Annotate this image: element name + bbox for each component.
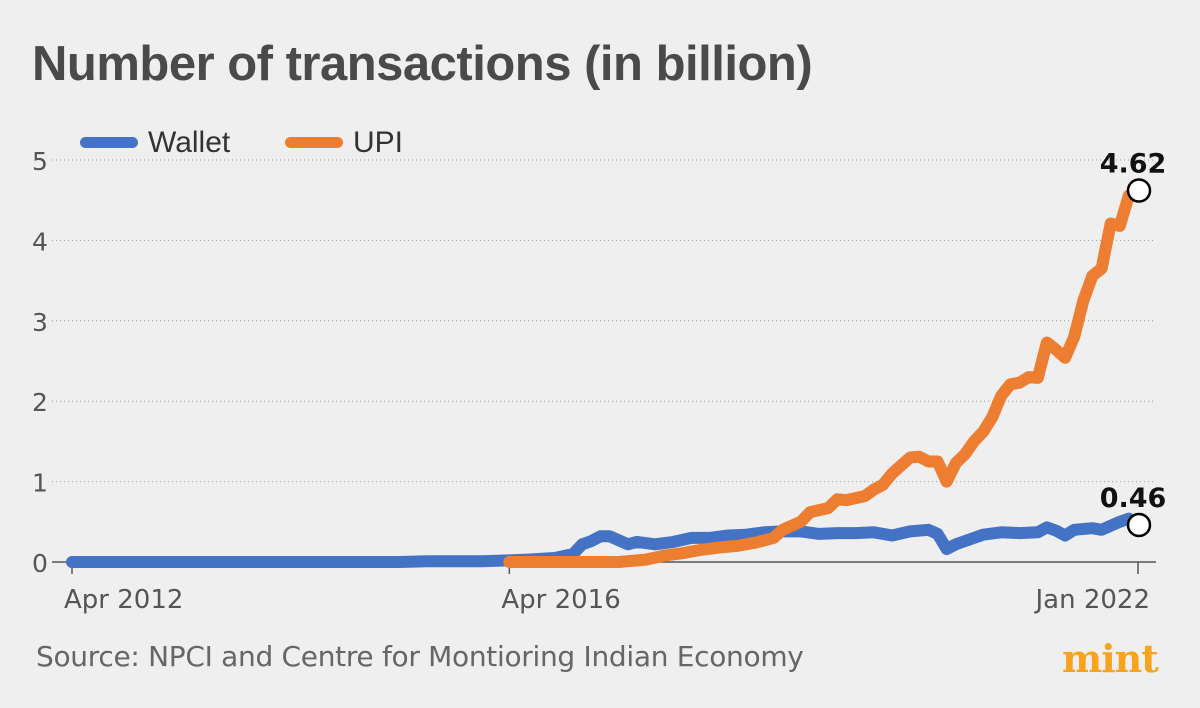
mint-logo: mint — [1062, 636, 1159, 681]
endpoint-marker — [1126, 512, 1152, 538]
y-tick-label: 3 — [32, 308, 48, 337]
data-label: 4.62 — [1100, 149, 1167, 180]
data-label: 0.46 — [1100, 483, 1167, 514]
x-tick-label: Jan 2022 — [1033, 585, 1150, 615]
legend-swatch-upi — [285, 137, 343, 148]
legend-label-wallet: Wallet — [148, 126, 231, 159]
legend-label-upi: UPI — [353, 126, 404, 159]
y-tick-label: 1 — [32, 469, 48, 498]
y-tick-label: 5 — [32, 147, 48, 176]
chart-title: Number of transactions (in billion) — [32, 37, 813, 91]
x-tick-label: Apr 2012 — [64, 585, 183, 615]
upi-line — [503, 184, 1144, 568]
y-tick-label: 2 — [32, 388, 48, 417]
y-tick-label: 0 — [32, 549, 48, 578]
x-tick-label: Apr 2016 — [501, 585, 620, 615]
endpoint-marker — [1126, 178, 1152, 203]
wallet-line — [66, 512, 1144, 568]
legend-swatch-wallet — [80, 137, 138, 148]
y-tick-label: 4 — [32, 227, 48, 256]
source-note: Source: NPCI and Centre for Montioring I… — [36, 640, 804, 673]
